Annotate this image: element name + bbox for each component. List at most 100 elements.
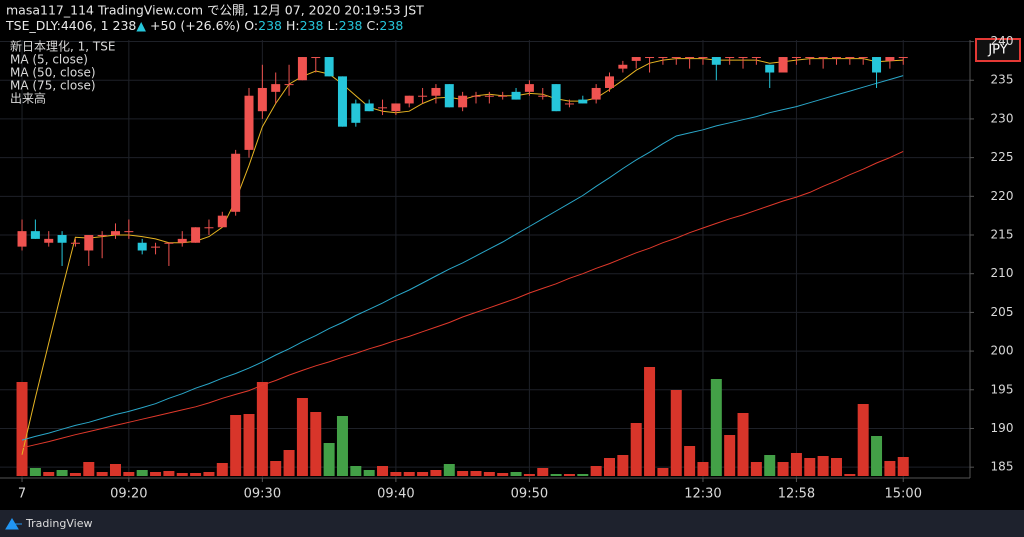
y-tick-label: 220: [991, 189, 1014, 203]
volume-bar: [43, 472, 55, 476]
volume-bar: [897, 457, 909, 476]
candle-body: [698, 57, 708, 59]
footer-bg: [0, 510, 1024, 537]
candle-body: [70, 242, 80, 244]
volume-bar: [644, 367, 656, 476]
volume-bar: [777, 462, 789, 476]
volume-bar: [697, 462, 709, 476]
legend-ma5: MA (5, close): [10, 53, 88, 67]
candle-body: [418, 95, 428, 97]
volume-bar: [710, 379, 722, 476]
l-label: L:: [327, 18, 338, 33]
y-tick-label: 195: [991, 382, 1014, 396]
volume-bar: [176, 473, 188, 476]
volume-bar: [350, 466, 362, 476]
candle-body: [591, 87, 601, 100]
y-tick-label: 210: [991, 266, 1014, 280]
candle-body: [551, 84, 561, 112]
volume-bar: [844, 474, 856, 476]
volume-bar: [764, 455, 776, 476]
candle-body: [671, 57, 681, 59]
candle-body: [164, 242, 174, 244]
candle-body: [444, 84, 454, 108]
candle-body: [404, 95, 414, 104]
volume-bar: [377, 466, 389, 476]
volume-bar: [577, 474, 589, 476]
candle-body: [458, 95, 468, 108]
volume-bar: [857, 404, 869, 476]
candle-body: [378, 107, 388, 109]
candle-body: [725, 57, 735, 59]
candle-body: [578, 99, 588, 104]
candle-body: [484, 95, 494, 97]
volume-bar: [163, 471, 175, 476]
candle-body: [645, 57, 655, 59]
candle-body: [30, 231, 40, 239]
candle-body: [124, 231, 134, 233]
x-tick-label: 7: [18, 487, 26, 502]
volume-bar: [443, 464, 455, 476]
candle-body: [858, 57, 868, 59]
volume-bar: [256, 382, 268, 476]
candle-body: [605, 76, 615, 88]
candle-body: [177, 238, 187, 243]
h-value: 238: [300, 18, 324, 33]
volume-bar: [724, 435, 736, 476]
currency: JPY: [987, 43, 1007, 58]
legend-title: 新日本理化, 1, TSE: [10, 39, 115, 54]
candle-body: [297, 57, 307, 81]
volume-bar: [537, 468, 549, 476]
price: 238: [113, 18, 137, 33]
volume-bar: [497, 473, 509, 476]
candle-body: [311, 57, 321, 59]
x-tick-label: 15:00: [885, 487, 922, 502]
x-tick-label: 12:30: [684, 487, 721, 502]
candle-body: [658, 57, 668, 59]
h-label: H:: [286, 18, 300, 33]
candle-body: [751, 57, 761, 59]
candle-body: [431, 87, 441, 96]
volume-bar: [243, 414, 255, 476]
change: +50 (+26.6%): [150, 18, 240, 33]
ma-line: [21, 75, 904, 441]
volume-bar: [817, 456, 829, 476]
volume-bar: [150, 472, 162, 476]
volume-bar: [216, 463, 228, 476]
volume-bar: [563, 474, 575, 476]
volume-bar: [871, 436, 883, 476]
grid: [0, 40, 970, 478]
volume-bar: [884, 461, 896, 476]
candle-body: [244, 95, 254, 150]
candle-body: [818, 57, 828, 59]
x-tick-label: 09:40: [377, 487, 414, 502]
c-label: C:: [366, 18, 379, 33]
volume-bar: [830, 458, 842, 476]
candle-body: [97, 235, 107, 237]
volume-bar: [590, 466, 602, 476]
candle-body: [538, 95, 548, 97]
volume-bar: [403, 472, 415, 476]
volume-bar: [417, 472, 429, 476]
y-tick-label: 215: [991, 228, 1014, 242]
volume-bar: [523, 474, 535, 476]
volume-bar: [123, 472, 135, 476]
volume-bar: [630, 423, 642, 476]
volume-bar: [56, 470, 68, 476]
l-value: 238: [339, 18, 363, 33]
volume-bar: [390, 472, 402, 476]
candle-body: [564, 103, 574, 105]
y-tick-label: 230: [991, 111, 1014, 125]
c-value: 238: [379, 18, 403, 33]
volume-bar: [550, 474, 562, 476]
candle-body: [524, 84, 534, 92]
candle-body: [271, 84, 281, 92]
o-value: 238: [258, 18, 282, 33]
o-label: O:: [244, 18, 258, 33]
candle-body: [337, 76, 347, 127]
volume-bar: [96, 472, 108, 476]
legend-ma75: MA (75, close): [10, 79, 96, 93]
candle-body: [191, 227, 201, 243]
marks: [16, 57, 909, 476]
candle-body: [84, 235, 94, 251]
